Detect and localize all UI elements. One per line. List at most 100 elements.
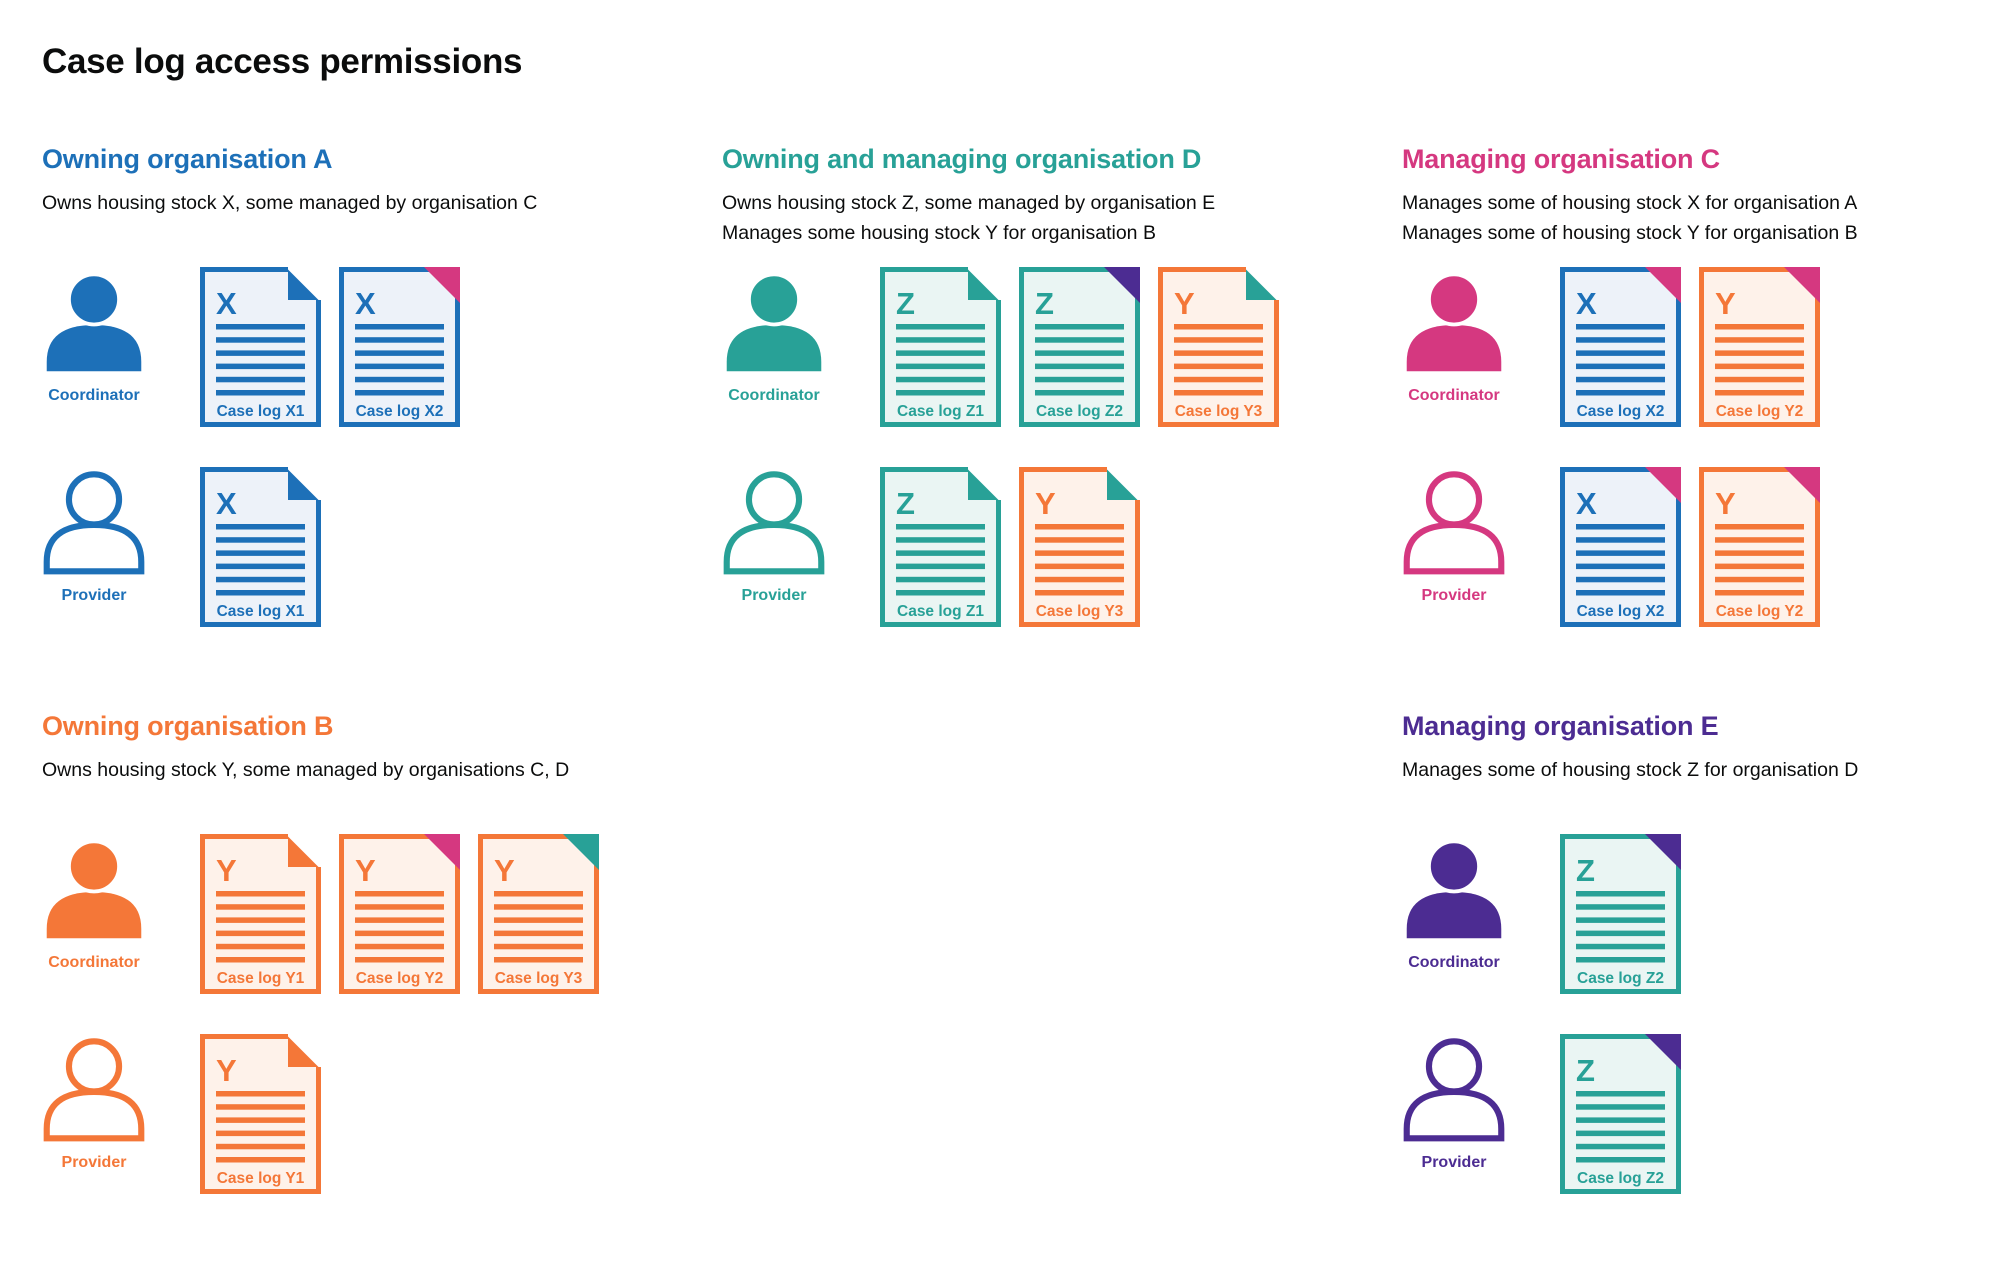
person-provider-icon [1403, 1038, 1505, 1142]
doc-text-line [216, 1130, 305, 1137]
role-label: Coordinator [1408, 387, 1500, 404]
description-line: Owns housing stock Y, some managed by or… [42, 759, 570, 781]
fold-corner [288, 269, 319, 300]
doc-text-line [1715, 376, 1804, 383]
section-managing-organisation-e: Managing organisation E Manages some of … [1402, 711, 1960, 1194]
person-provider-icon [723, 471, 825, 575]
doc-text-line [896, 537, 985, 543]
case-log-doc: Z Case log Z2 [1560, 834, 1681, 994]
doc-text-line [1715, 350, 1804, 356]
person-provider-icon [43, 1038, 145, 1142]
section-description: Manages some of housing stock Z for orga… [1402, 755, 1960, 817]
person-block: Provider [42, 467, 146, 605]
doc-letter: Y [1174, 286, 1195, 321]
case-log-doc: X Case log X2 [339, 267, 460, 427]
doc-text-line [216, 1157, 305, 1163]
permission-row: Provider Z Case log Z2 [1402, 1034, 1960, 1194]
case-log-doc: Y Case log Y1 [200, 834, 321, 994]
doc-letter: X [1576, 286, 1597, 321]
case-log-doc: X Case log X2 [1560, 267, 1681, 427]
fold-corner [424, 834, 460, 870]
doc-letter: X [355, 286, 376, 321]
doc-letter: Y [216, 853, 237, 888]
doc-text-line [1576, 324, 1665, 330]
doc-text-line [1576, 550, 1665, 556]
doc-text-line [1715, 324, 1804, 330]
section-rows: Coordinator Z Case log Z2 Provider Z Case … [1402, 834, 1960, 1194]
case-log-doc: Z Case log Z2 [1560, 1034, 1681, 1194]
doc-text-line [1576, 1130, 1665, 1137]
fold-corner [1645, 467, 1681, 503]
fold-corner [1107, 469, 1138, 500]
doc-text-line [1576, 957, 1665, 963]
doc-text-line [1576, 1104, 1665, 1110]
doc-letter: X [1576, 486, 1597, 521]
fold-corner [1104, 267, 1140, 303]
doc-text-line [1035, 390, 1124, 396]
section-heading: Owning organisation B [42, 711, 334, 741]
person-block: Provider [42, 1034, 146, 1172]
doc-text-line [1576, 1143, 1665, 1150]
person-block: Coordinator [42, 267, 146, 405]
permission-row: Coordinator X Case log X1 X Case log X2 [42, 267, 722, 427]
person-block: Provider [1402, 467, 1506, 605]
doc-letter: Y [1715, 486, 1736, 521]
person-block: Provider [722, 467, 826, 605]
permission-row: Provider Z Case log Z1 Y Case log Y3 [722, 467, 1402, 627]
fold-corner [288, 836, 319, 867]
docs-group: Z Case log Z1 Y Case log Y3 [880, 467, 1140, 627]
doc-label: Case log X2 [1577, 603, 1665, 620]
permission-row: Coordinator X Case log X2 Y Case log Y2 [1402, 267, 1960, 427]
docs-group: Y Case log Y1 [200, 1034, 321, 1194]
permission-row: Coordinator Y Case log Y1 Y Case log Y2 Y Cas… [42, 834, 722, 994]
doc-text-line [1576, 917, 1665, 923]
doc-text-line [1035, 590, 1124, 596]
doc-text-line [1576, 376, 1665, 383]
doc-text-line [216, 390, 305, 396]
doc-text-line [1715, 524, 1804, 530]
doc-text-line [216, 550, 305, 556]
fold-corner [968, 269, 999, 300]
permission-row: Provider X Case log X1 [42, 467, 722, 627]
doc-text-line [216, 1117, 305, 1123]
doc-label: Case log Y3 [495, 970, 583, 987]
case-log-doc: Y Case log Y3 [478, 834, 599, 994]
doc-text-line [1715, 390, 1804, 396]
doc-text-line [1174, 350, 1263, 356]
docs-group: X Case log X1 [200, 467, 321, 627]
doc-text-line [355, 891, 444, 897]
doc-text-line [1576, 563, 1665, 570]
doc-text-line [494, 904, 583, 910]
doc-label: Case log Y1 [217, 1170, 305, 1187]
section-rows: Coordinator X Case log X2 Y Case log Y2 Pro… [1402, 267, 1960, 627]
doc-text-line [1576, 891, 1665, 897]
section-description: Owns housing stock Z, some managed by or… [722, 188, 1402, 250]
doc-text-line [896, 363, 985, 370]
doc-text-line [355, 957, 444, 963]
doc-text-line [355, 363, 444, 370]
doc-letter: Z [1035, 286, 1054, 321]
docs-group: X Case log X2 Y Case log Y2 [1560, 267, 1820, 427]
doc-label: Case log Z1 [897, 603, 984, 620]
case-log-doc: Y Case log Y3 [1158, 267, 1279, 427]
doc-text-line [1174, 390, 1263, 396]
doc-text-line [1174, 324, 1263, 330]
doc-text-line [216, 350, 305, 356]
doc-text-line [1576, 390, 1665, 396]
doc-text-line [216, 563, 305, 570]
doc-text-line [896, 350, 985, 356]
doc-text-line [896, 590, 985, 596]
case-log-doc: Y Case log Y2 [1699, 467, 1820, 627]
section-managing-organisation-c: Managing organisation C Manages some of … [1402, 144, 1960, 711]
doc-text-line [1715, 363, 1804, 370]
doc-text-line [216, 324, 305, 330]
doc-label: Case log Z2 [1577, 1170, 1664, 1187]
doc-text-line [1035, 576, 1124, 583]
role-label: Provider [61, 1154, 127, 1171]
doc-text-line [1715, 550, 1804, 556]
doc-label: Case log Y3 [1036, 603, 1124, 620]
section-rows: Coordinator Z Case log Z1 Z Case log Z2 Y Cas… [722, 267, 1402, 627]
section-owning-and-managing-organisation-d: Owning and managing organisation D Owns … [722, 144, 1402, 711]
doc-letter: Z [896, 286, 915, 321]
doc-text-line [1715, 590, 1804, 596]
